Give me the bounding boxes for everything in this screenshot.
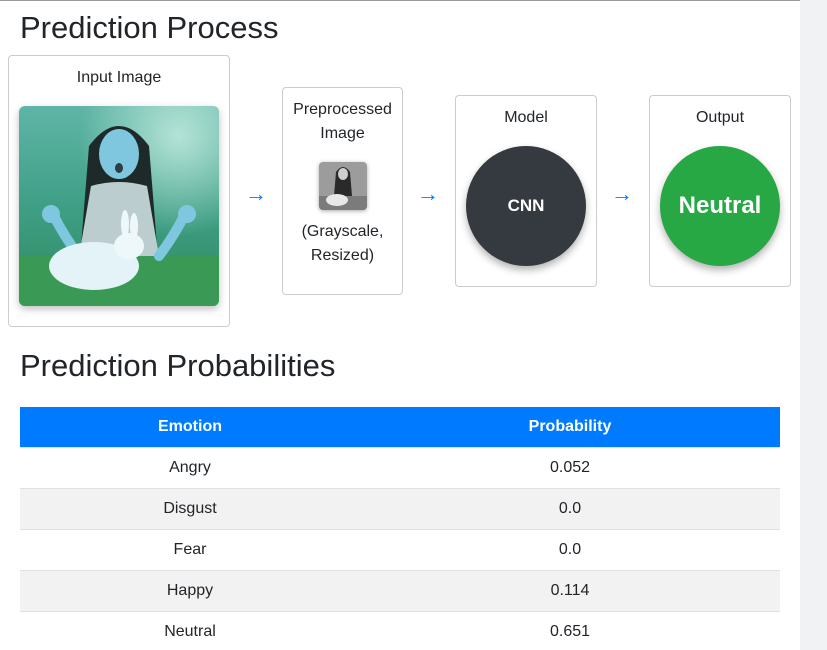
probability-cell: 0.052 xyxy=(360,447,780,489)
probability-cell: 0.114 xyxy=(360,570,780,612)
process-title: Prediction Process xyxy=(20,10,279,45)
model-card: Model CNN xyxy=(455,95,597,287)
table-header-row: Emotion Probability xyxy=(20,407,780,448)
emotion-cell: Neutral xyxy=(20,611,360,650)
emotion-cell: Angry xyxy=(20,447,360,489)
preprocessed-thumbnail xyxy=(319,162,367,210)
emotion-cell: Fear xyxy=(20,529,360,571)
top-divider xyxy=(0,0,800,1)
scrollbar-track[interactable] xyxy=(800,0,827,650)
arrow-right-icon: → xyxy=(245,181,267,206)
table-row: Neutral 0.651 xyxy=(20,611,780,650)
column-header-emotion: Emotion xyxy=(20,407,360,448)
emotion-cell: Disgust xyxy=(20,488,360,530)
input-photo-illustration xyxy=(19,106,219,306)
preprocessed-image-label: Preprocessed Image xyxy=(293,101,392,142)
column-header-probability: Probability xyxy=(360,407,780,448)
input-image-label: Input Image xyxy=(76,69,162,86)
arrow-right-icon: → xyxy=(417,181,439,206)
model-badge: CNN xyxy=(466,146,586,266)
preprocessed-image-card: Preprocessed Image (Grayscale, Resized) xyxy=(282,87,403,295)
probability-cell: 0.651 xyxy=(360,611,780,650)
probability-cell: 0.0 xyxy=(360,529,780,571)
model-label: Model xyxy=(504,109,548,126)
preprocessed-image-caption: (Grayscale, Resized) xyxy=(301,223,384,264)
emotion-cell: Happy xyxy=(20,570,360,612)
table-row: Disgust 0.0 xyxy=(20,488,780,530)
output-card: Output Neutral xyxy=(649,95,791,287)
output-label: Output xyxy=(695,109,745,126)
preprocessed-image xyxy=(319,162,367,210)
table-row: Fear 0.0 xyxy=(20,529,780,571)
output-badge: Neutral xyxy=(660,146,780,266)
probabilities-title: Prediction Probabilities xyxy=(20,348,336,383)
probabilities-table: Emotion Probability Angry 0.052 Disgust … xyxy=(20,407,780,650)
probability-cell: 0.0 xyxy=(360,488,780,530)
arrow-right-icon: → xyxy=(611,181,633,206)
table-row: Happy 0.114 xyxy=(20,570,780,612)
table-row: Angry 0.052 xyxy=(20,447,780,489)
input-image xyxy=(19,106,219,306)
input-image-card: Input Image xyxy=(8,55,230,327)
